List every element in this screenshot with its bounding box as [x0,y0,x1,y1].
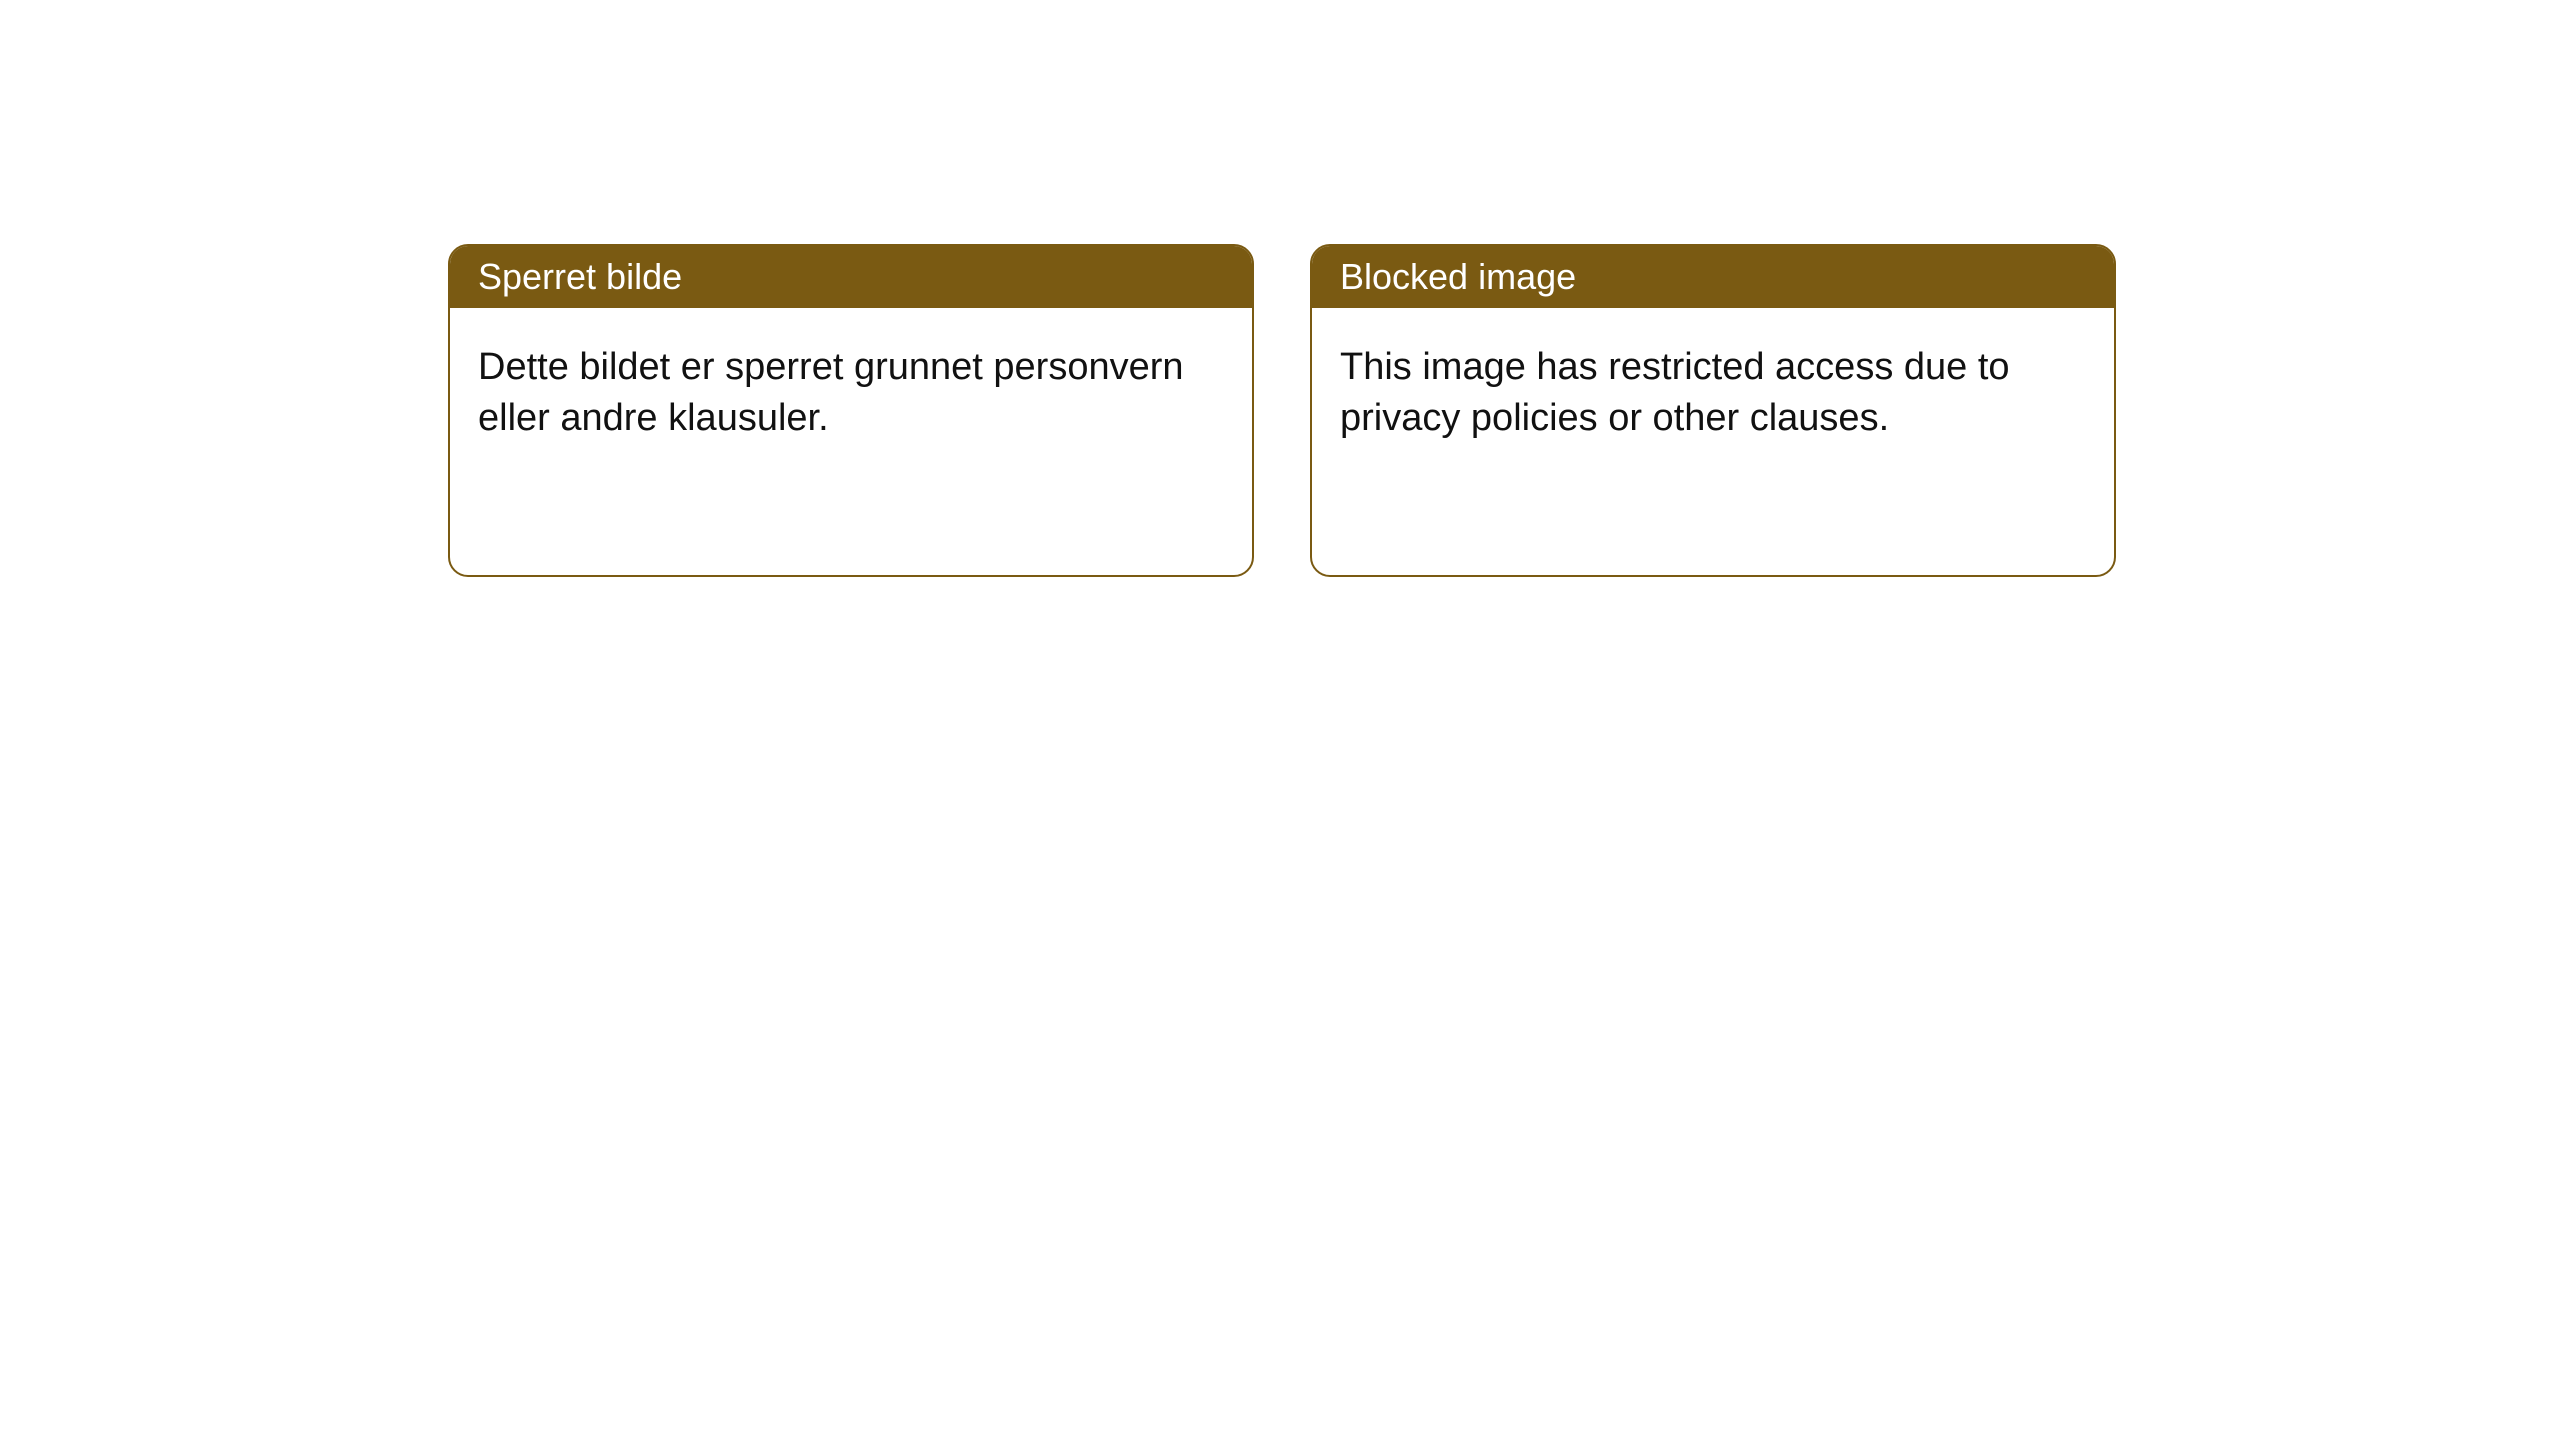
notice-card-english: Blocked image This image has restricted … [1310,244,2116,577]
card-body: Dette bildet er sperret grunnet personve… [450,308,1252,479]
card-header: Sperret bilde [450,246,1252,308]
notice-card-norwegian: Sperret bilde Dette bildet er sperret gr… [448,244,1254,577]
notice-container: Sperret bilde Dette bildet er sperret gr… [0,0,2560,577]
card-header: Blocked image [1312,246,2114,308]
card-body: This image has restricted access due to … [1312,308,2114,479]
